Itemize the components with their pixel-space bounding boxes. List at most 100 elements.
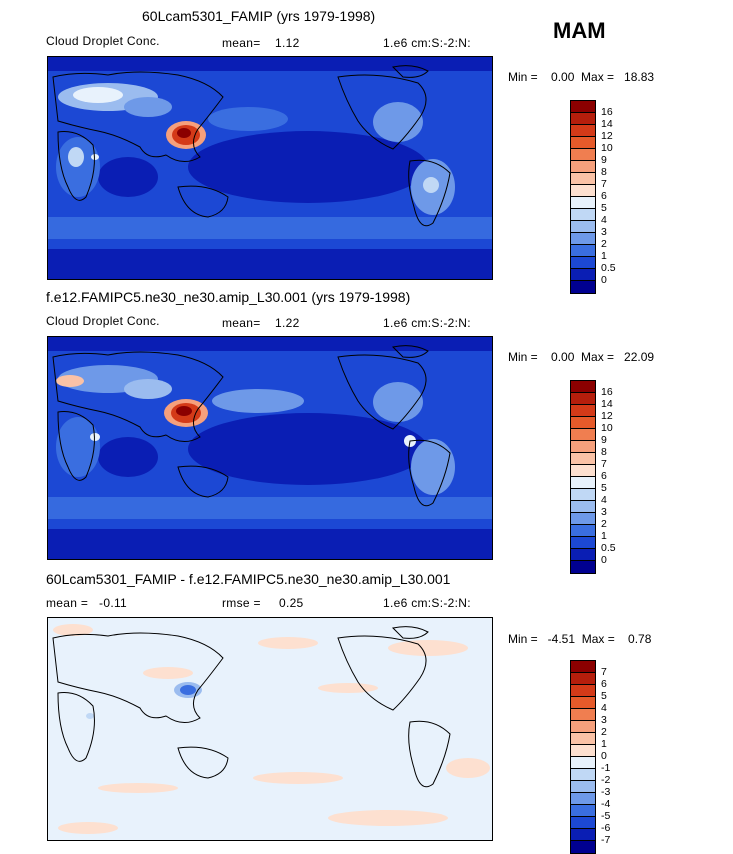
panel3-colorbar: [570, 660, 596, 854]
panel1-colorbar-swatch: [571, 257, 595, 269]
panel3-colorbar-swatch: [571, 745, 595, 757]
panel3-colorbar-swatch: [571, 685, 595, 697]
panel1-colorbar-label: 1: [601, 250, 607, 262]
panel3-coastlines: [52, 626, 451, 788]
panel1-colorbar-swatch: [571, 197, 595, 209]
panel2-colorbar-label: 0.5: [601, 542, 616, 554]
panel1-mean: mean= 1.12: [222, 36, 300, 50]
panel2-southern-ocean-band: [48, 497, 492, 519]
panel1-variable: Cloud Droplet Conc.: [46, 34, 160, 48]
panel3-positive-patch: [258, 637, 318, 649]
panel2-colorbar: [570, 380, 596, 574]
panel2-colorbar-labels: 16 14 12 10 9 8 7 6 5 4 3 2 1 0.5 0: [601, 386, 616, 566]
panel3-title: 60Lcam5301_FAMIP - f.e12.FAMIPC5.ne30_ne…: [46, 571, 451, 587]
panel1-colorbar-label: 7: [601, 178, 607, 190]
panel3-negative-china-core: [180, 685, 196, 695]
panel2-colorbar-swatch: [571, 549, 595, 561]
panel2-colorbar-label: 14: [601, 398, 613, 410]
panel1-colorbar-swatch: [571, 149, 595, 161]
panel2-colorbar-swatch: [571, 453, 595, 465]
panel1-colorbar-swatch: [571, 173, 595, 185]
panel1-colorbar-label: 12: [601, 130, 613, 142]
panel3-positive-patch: [388, 640, 468, 656]
panel3-mean: mean = -0.11: [46, 596, 128, 610]
panel3-map-svg: [48, 618, 492, 840]
panel1-colorbar-swatch: [571, 269, 595, 281]
panel1-asia-light: [124, 97, 172, 117]
panel2-colorbar-label: 6: [601, 470, 607, 482]
panel1-colorbar: [570, 100, 596, 294]
panel3-colorbar-labels: 7 6 5 4 3 2 1 0 -1 -2 -3 -4 -5 -6 -7: [601, 666, 610, 846]
panel3-colorbar-label: 3: [601, 714, 607, 726]
panel1-colorbar-swatch: [571, 101, 595, 113]
panel2-colorbar-swatch: [571, 489, 595, 501]
panel2-africa: [56, 417, 100, 477]
panel2-variable: Cloud Droplet Conc.: [46, 314, 160, 328]
panel1-indian-ocean: [98, 157, 158, 197]
panel1-minmax: Min = 0.00 Max = 18.83: [508, 70, 655, 84]
panel3-colorbar-label: 7: [601, 666, 607, 678]
panel1-china-hotspot-core: [177, 128, 191, 138]
panel1-tropical-pacific: [188, 131, 428, 203]
panel1-colorbar-swatch: [571, 209, 595, 221]
panel1-map-svg: [48, 57, 492, 279]
panel1-colorbar-swatch: [571, 185, 595, 197]
panel3-positive-patch: [58, 822, 118, 834]
panel3-rmse: rmse = 0.25: [222, 596, 304, 610]
panel2-title: f.e12.FAMIPC5.ne30_ne30.amip_L30.001 (yr…: [46, 289, 411, 305]
panel3-negative-arabia: [86, 713, 94, 719]
panel1-map: [47, 56, 493, 280]
panel2-colorbar-swatch: [571, 417, 595, 429]
panel2-minmax: Min = 0.00 Max = 22.09: [508, 350, 655, 364]
panel1-colorbar-label: 0: [601, 274, 607, 286]
panel2-map: [47, 336, 493, 560]
panel1-colorbar-label: 6: [601, 190, 607, 202]
panel2-south-america: [411, 439, 455, 495]
panel1-units: 1.e6 cm:S:-2:N:: [383, 36, 471, 50]
panel3-colorbar-swatch: [571, 829, 595, 841]
panel1-colorbar-label: 14: [601, 118, 613, 130]
panel2-colorbar-label: 12: [601, 410, 613, 422]
panel2-antarctic-band: [48, 529, 492, 559]
panel1-coastlines: [52, 65, 451, 227]
panel1-colorbar-swatch: [571, 125, 595, 137]
panel2-arabia-spot: [90, 433, 100, 441]
panel2-colorbar-label: 7: [601, 458, 607, 470]
panel2-arctic-band: [48, 337, 492, 351]
panel2-colorbar-swatch: [571, 441, 595, 453]
panel1-colorbar-swatch: [571, 245, 595, 257]
panel1-africa-light: [68, 147, 84, 167]
panel1-north-america: [373, 102, 423, 142]
panel3-colorbar-label: -6: [601, 822, 611, 834]
panel1-antarctic-band: [48, 249, 492, 279]
panel1-colorbar-label: 5: [601, 202, 607, 214]
panel3-colorbar-label: 5: [601, 690, 607, 702]
panel2-colorbar-label: 8: [601, 446, 607, 458]
panel2-colorbar-swatch: [571, 405, 595, 417]
panel3-minmax: Min = -4.51 Max = 0.78: [508, 632, 652, 646]
panel3-colorbar-label: 6: [601, 678, 607, 690]
panel1-brazil-light: [423, 177, 439, 193]
panel3-colorbar-swatch: [571, 709, 595, 721]
panel1-colorbar-swatch: [571, 161, 595, 173]
panel1-colorbar-label: 2: [601, 238, 607, 250]
panel3-colorbar-label: 4: [601, 702, 607, 714]
panel3-positive-patch: [253, 772, 343, 784]
panel3-colorbar-swatch: [571, 757, 595, 769]
panel2-colorbar-swatch: [571, 381, 595, 393]
panel1-pacific-plume: [208, 107, 288, 131]
panel2-asia-light: [124, 379, 172, 399]
panel3-colorbar-swatch: [571, 769, 595, 781]
panel2-indian-ocean: [98, 437, 158, 477]
panel2-china-hotspot-core: [176, 406, 192, 416]
panel2-colorbar-label: 5: [601, 482, 607, 494]
panel1-colorbar-label: 0.5: [601, 262, 616, 274]
panel3-colorbar-label: -7: [601, 834, 611, 846]
panel2-colorbar-swatch: [571, 561, 595, 573]
season-label: MAM: [553, 18, 606, 43]
panel2-europe-warm: [56, 375, 84, 387]
panel3-colorbar-label: -4: [601, 798, 611, 810]
panel3-colorbar-label: -1: [601, 762, 611, 774]
panel1-title: 60Lcam5301_FAMIP (yrs 1979-1998): [142, 8, 376, 24]
panel1-europe-white: [73, 87, 123, 103]
